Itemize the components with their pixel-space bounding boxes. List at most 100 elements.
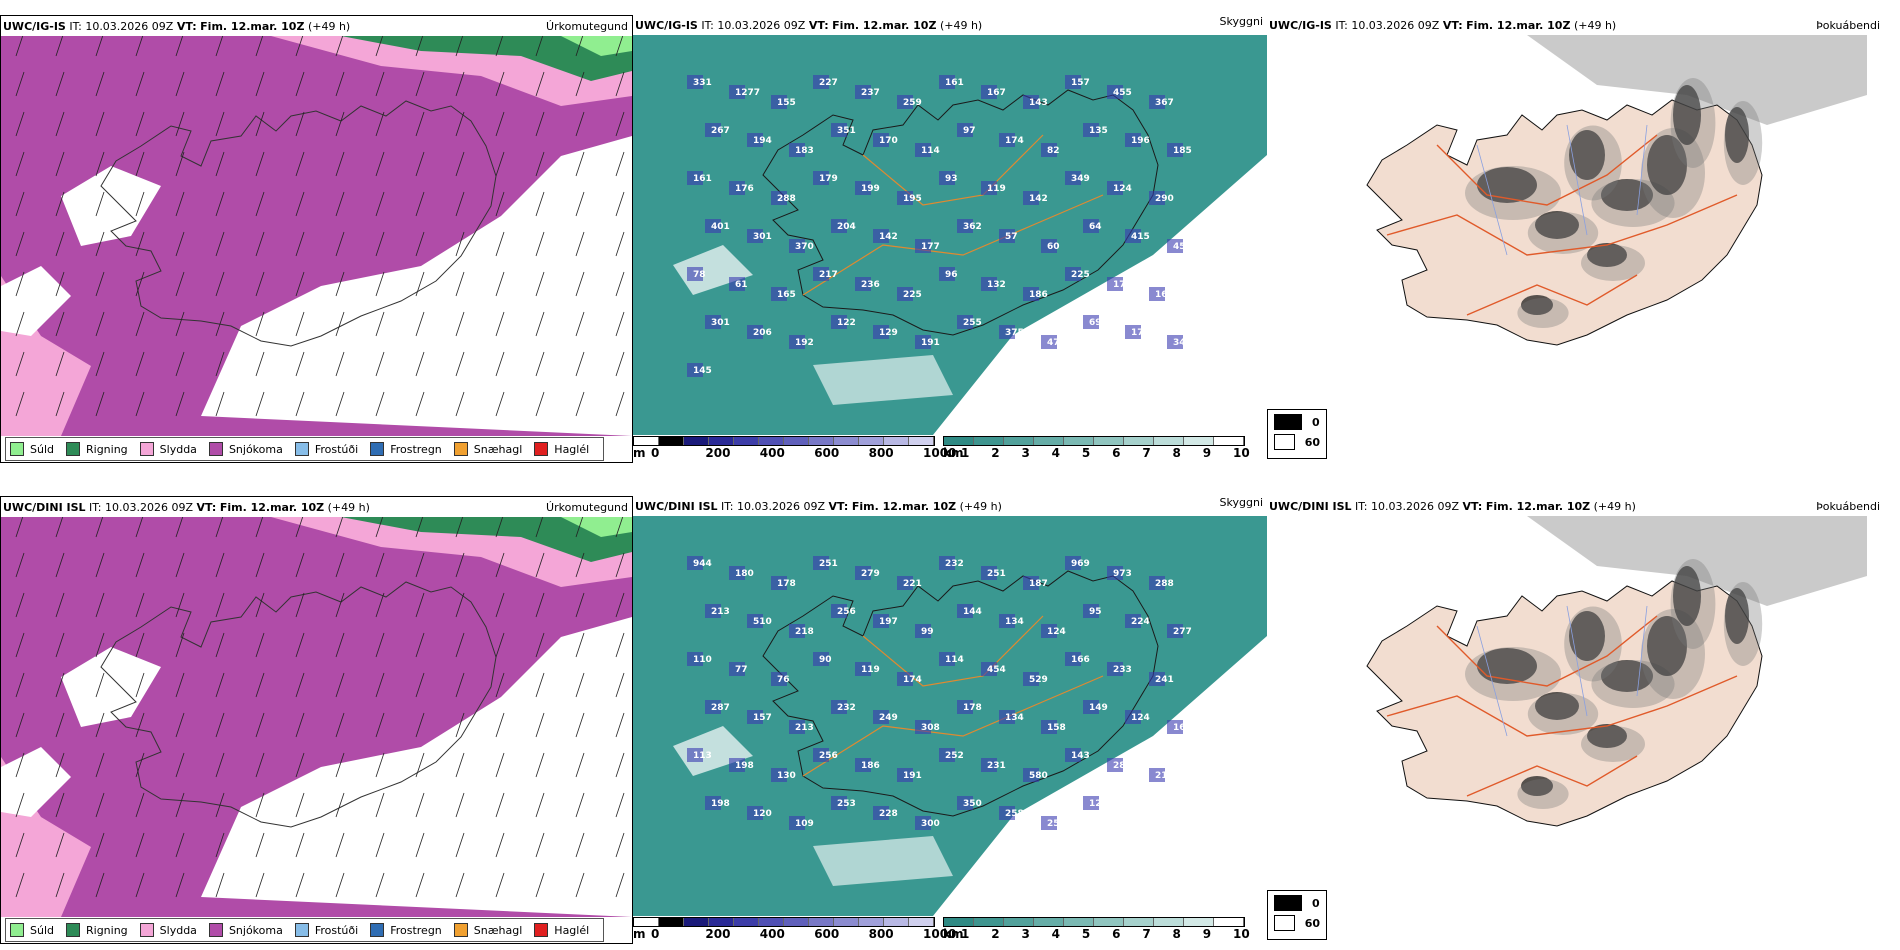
colorbar-tick: 2 xyxy=(991,927,1000,941)
visibility-label: 135 xyxy=(1089,126,1108,136)
colorbar-tick: 4 xyxy=(1051,446,1061,460)
colorbar-tick: 800 xyxy=(868,927,894,941)
blue-patch xyxy=(855,277,871,291)
visibility-label: 157 xyxy=(1071,78,1090,88)
visibility-label: 197 xyxy=(879,617,898,627)
visibility-label: 90 xyxy=(819,655,832,665)
colorbar-tick: 6 xyxy=(1112,927,1121,941)
blue-patch xyxy=(897,672,913,686)
colorbar-unit: m xyxy=(633,927,646,941)
legend-item: Snæhagl xyxy=(453,442,522,456)
colorbar-tick: 5 xyxy=(1081,446,1091,460)
blue-patch xyxy=(873,614,889,628)
blue-patch xyxy=(1065,748,1081,762)
blue-patch xyxy=(1167,335,1183,349)
blue-patch xyxy=(915,335,931,349)
colorbar-cell xyxy=(659,918,684,926)
visibility-label: 451 xyxy=(1173,242,1192,252)
colorbar-tick: 0 xyxy=(651,446,660,460)
visibility-label: 174 xyxy=(1005,136,1024,146)
colorbar-cell xyxy=(834,918,859,926)
panel-title: UWC/DINI ISL IT: 10.03.2026 09Z VT: Fim.… xyxy=(635,500,1002,513)
legend-swatch xyxy=(294,442,309,456)
visibility-label: 76 xyxy=(777,675,790,685)
colorbar-strip xyxy=(943,436,1245,446)
legend-swatch xyxy=(453,923,468,937)
blue-patch xyxy=(1041,239,1057,253)
visibility-label: 232 xyxy=(837,703,856,713)
colorbar-tick: 0 xyxy=(651,927,660,941)
colorbar-tick: 800 xyxy=(868,446,894,460)
visibility-label: 134 xyxy=(1005,617,1024,627)
visibility-label: 174 xyxy=(903,675,922,685)
visibility-label: 110 xyxy=(693,655,712,665)
vt-label: VT: xyxy=(1462,500,1483,513)
blue-patch xyxy=(789,720,805,734)
blue-patch xyxy=(687,652,703,666)
visibility-label: 213 xyxy=(711,607,730,617)
init-time: IT: 10.03.2026 09Z xyxy=(721,500,826,513)
visibility-label: 236 xyxy=(861,280,880,290)
blue-patch xyxy=(1125,229,1141,243)
legend-swatch xyxy=(66,923,80,937)
visibility-label: 145 xyxy=(693,366,712,376)
visibility-label: 944 xyxy=(693,559,712,569)
colorbar-cell xyxy=(759,918,784,926)
blue-patch xyxy=(1083,123,1099,137)
colorbar-tick: 1 xyxy=(961,927,970,941)
visibility-label: 204 xyxy=(837,222,856,232)
colorbar-cell xyxy=(1154,918,1184,926)
legend-swatch xyxy=(453,442,468,456)
visibility-label: 198 xyxy=(711,799,730,809)
fog-map xyxy=(1267,516,1900,916)
visibility-label: 177 xyxy=(1131,328,1150,338)
visibility-label: 82 xyxy=(1047,146,1060,156)
precip-legend: Súld Rigning Slydda Snjókoma Frostúði Frostre… xyxy=(5,918,605,942)
visibility-label: 255 xyxy=(963,318,982,328)
visibility-label: 158 xyxy=(1047,723,1066,733)
legend-item: Súld xyxy=(10,442,54,456)
fog-legend-item: 0 xyxy=(1274,895,1320,911)
visibility-label: 195 xyxy=(903,194,922,204)
blue-patch xyxy=(789,239,805,253)
blue-patch xyxy=(957,604,973,618)
visibility-label: 969 xyxy=(1071,559,1090,569)
blue-patch xyxy=(939,556,955,570)
legend-swatch xyxy=(139,442,154,456)
colorbar-strip xyxy=(633,917,935,927)
colorbar-cell xyxy=(1214,918,1244,926)
precip-map xyxy=(1,517,632,917)
colorbar-strip xyxy=(633,436,935,446)
visibility-label: 277 xyxy=(1173,627,1192,637)
visibility-label: 346 xyxy=(1173,338,1192,348)
colorbar-tick: 600 xyxy=(814,446,840,460)
colorbar-cell xyxy=(974,437,1004,445)
blue-patch xyxy=(705,315,721,329)
visibility-label: 225 xyxy=(903,290,922,300)
legend-item: Snjókoma xyxy=(208,923,283,937)
visibility-label: 251 xyxy=(819,559,838,569)
visibility-label: 179 xyxy=(819,174,838,184)
blue-patch xyxy=(957,315,973,329)
blue-patch xyxy=(915,624,931,638)
visibility-label: 349 xyxy=(1071,174,1090,184)
visibility-label: 252 xyxy=(945,751,964,761)
colorbar-cell xyxy=(909,918,934,926)
visibility-label: 288 xyxy=(1155,579,1174,589)
visibility-label: 124 xyxy=(1113,184,1132,194)
visibility-label: 192 xyxy=(795,338,814,348)
visibility-label: 132 xyxy=(987,280,1006,290)
colorbar-tick: 200 xyxy=(705,446,731,460)
visibility-label: 259 xyxy=(903,98,922,108)
visibility-label: 232 xyxy=(945,559,964,569)
visibility-label: 196 xyxy=(1131,136,1150,146)
blue-patch xyxy=(831,219,847,233)
model-name: UWC/IG-IS xyxy=(3,20,66,33)
blue-patch xyxy=(831,604,847,618)
blue-patch xyxy=(813,171,829,185)
blue-patch xyxy=(1149,95,1165,109)
fog-legend-swatch xyxy=(1274,414,1302,430)
blue-patch xyxy=(687,748,703,762)
vt-label: VT: xyxy=(808,19,829,32)
blue-patch xyxy=(915,143,931,157)
